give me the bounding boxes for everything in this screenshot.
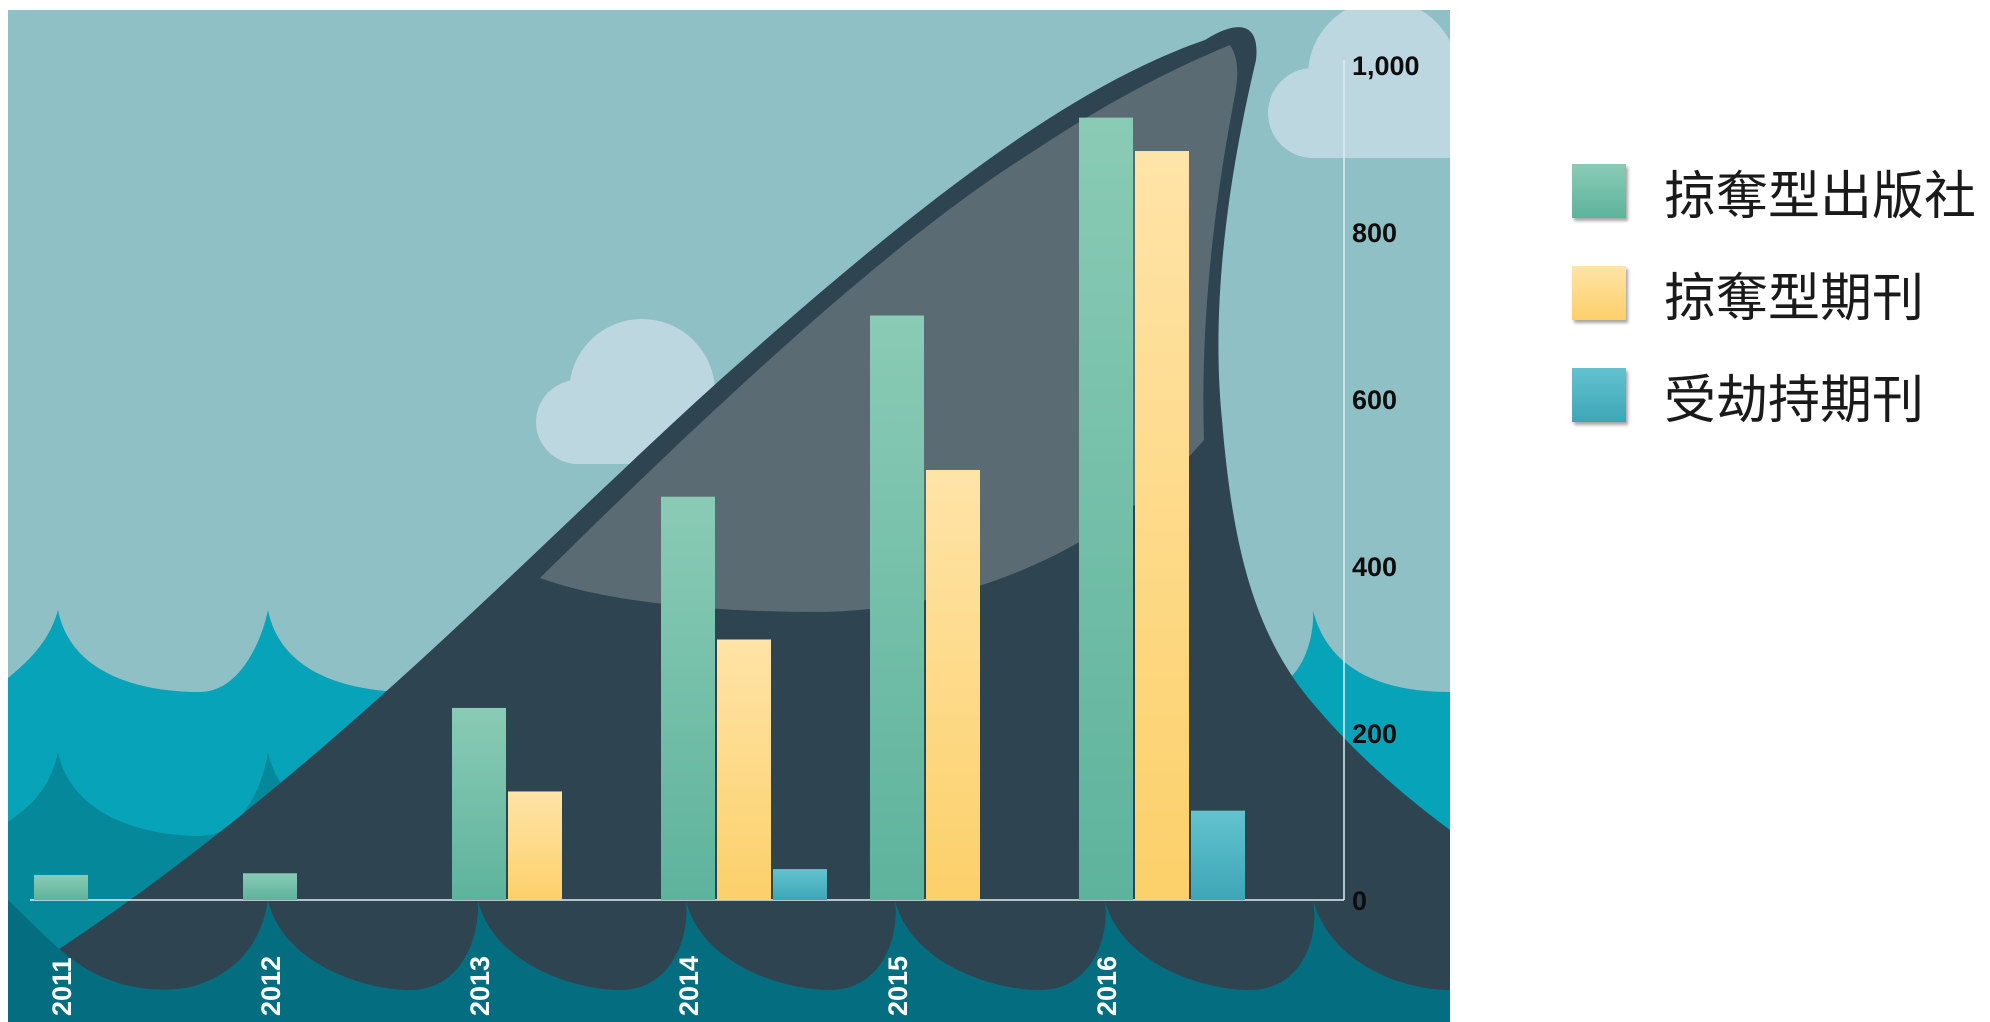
bar-2013-series-1 xyxy=(508,791,562,900)
x-tick-label: 2015 xyxy=(883,956,913,1016)
bar-2016-series-1 xyxy=(1135,151,1189,900)
x-tick-labels: 2011 2012 2013 2014 2015 2016 xyxy=(47,956,1122,1016)
bar-2016-series-0 xyxy=(1079,117,1133,901)
legend-item-publishers: 掠奪型出版社 xyxy=(1572,140,1976,242)
bar-2013-series-0 xyxy=(452,707,506,900)
legend-label-hijacked: 受劫持期刊 xyxy=(1664,370,1925,431)
bar-2014-series-2 xyxy=(773,869,827,900)
legend-swatch-journals xyxy=(1572,266,1626,320)
x-tick-label: 2012 xyxy=(256,956,286,1016)
y-tick-label: 800 xyxy=(1352,218,1397,248)
legend-item-journals: 掠奪型期刊 xyxy=(1572,242,1976,344)
bar-2011-series-0 xyxy=(34,874,88,900)
legend: 掠奪型出版社 掠奪型期刊 受劫持期刊 xyxy=(1572,140,1976,446)
y-tick-label: 0 xyxy=(1352,886,1367,916)
bar-2015-series-1 xyxy=(926,469,980,900)
y-tick-label: 1,000 xyxy=(1352,51,1420,81)
y-tick-label: 200 xyxy=(1352,719,1397,749)
legend-swatch-publishers xyxy=(1572,164,1626,218)
y-tick-label: 400 xyxy=(1352,552,1397,582)
bar-2015-series-0 xyxy=(870,315,924,900)
bar-2016-series-2 xyxy=(1191,810,1245,900)
bars-layer xyxy=(34,117,1245,901)
legend-label-journals: 掠奪型期刊 xyxy=(1664,268,1925,329)
bar-2014-series-0 xyxy=(661,496,715,900)
y-tick-label: 600 xyxy=(1352,385,1397,415)
legend-swatch-hijacked xyxy=(1572,368,1626,422)
legend-item-hijacked: 受劫持期刊 xyxy=(1572,344,1976,446)
legend-label-publishers: 掠奪型出版社 xyxy=(1664,166,1977,227)
y-tick-labels: 0 200 400 600 800 1,000 xyxy=(1352,51,1420,916)
x-tick-label: 2016 xyxy=(1092,956,1122,1016)
x-tick-label: 2013 xyxy=(465,956,495,1016)
bar-2014-series-1 xyxy=(717,639,771,900)
wave-front xyxy=(8,900,1450,1022)
bar-2012-series-0 xyxy=(243,873,297,900)
x-tick-label: 2011 xyxy=(47,957,77,1016)
x-tick-label: 2014 xyxy=(674,956,704,1016)
